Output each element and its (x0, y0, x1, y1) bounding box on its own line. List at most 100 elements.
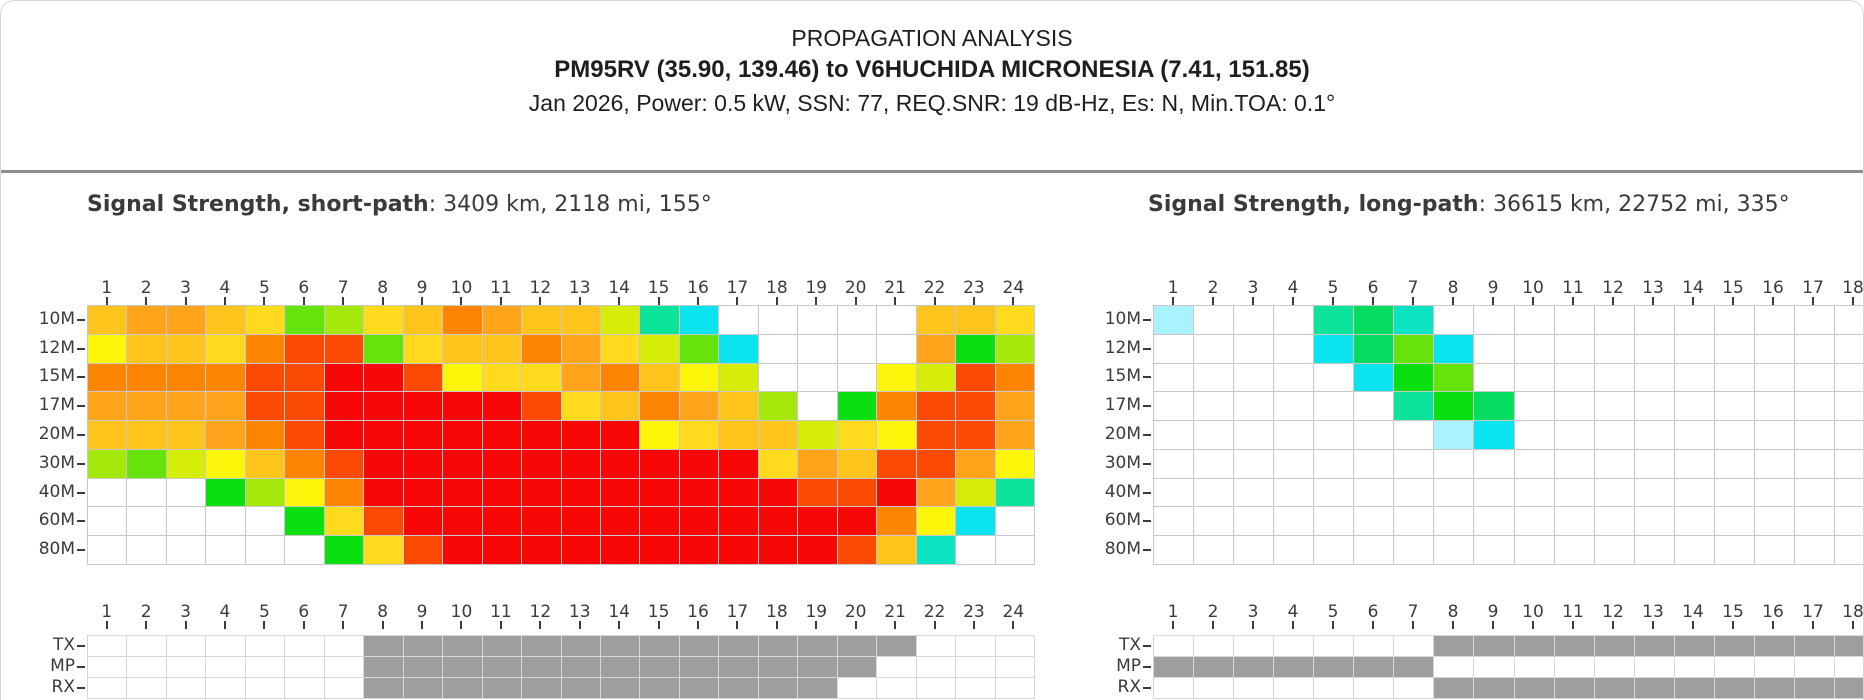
hour-tick (815, 621, 818, 629)
daynight-cell (877, 678, 916, 698)
daynight-cell (1274, 636, 1314, 656)
hour-tick (184, 297, 187, 305)
hour-label: 17 (1802, 278, 1824, 298)
heatmap-cell (285, 306, 324, 334)
hour-tick (1572, 297, 1574, 305)
daynight-cell (679, 657, 719, 677)
daynight-grid (1153, 635, 1863, 699)
daynight-cell (1154, 657, 1194, 677)
heatmap-cell (88, 306, 127, 334)
heatmap-cell (324, 363, 364, 392)
heatmap-cell (995, 536, 1035, 564)
daynight-row-label: TX (52, 635, 75, 655)
heatmap-cell (1634, 421, 1674, 449)
daynight-cell (640, 678, 679, 698)
heatmap-cell (245, 449, 285, 478)
heatmap-cell (206, 421, 245, 449)
band-tick (77, 520, 85, 523)
heatmap-cell (1594, 306, 1634, 334)
hour-label: 18 (766, 278, 788, 298)
heatmap-cell (798, 449, 837, 478)
daynight-cell (1474, 657, 1514, 677)
daynight-row-tick (1143, 666, 1151, 668)
daynight-cell (719, 657, 758, 677)
daynight-cell (364, 636, 403, 656)
heatmap-cell (1554, 334, 1594, 363)
daynight-cell (1194, 657, 1234, 677)
heatmap-cell (1834, 507, 1863, 536)
daynight-cell (166, 636, 206, 656)
heatmap-cell (1714, 306, 1754, 334)
heatmap-cell (719, 306, 758, 334)
heatmap-cell (1514, 478, 1554, 507)
heatmap-cell (285, 392, 324, 421)
daynight-cell (1674, 678, 1714, 698)
heatmap-cell (1514, 449, 1554, 478)
heatmap-cell (1234, 478, 1274, 507)
heatmap-cell (1194, 334, 1234, 363)
heatmap-cell (601, 363, 640, 392)
hour-tick (1292, 297, 1294, 305)
heatmap-cell (561, 536, 600, 564)
heatmap-cell (758, 392, 798, 421)
daynight-cell (88, 678, 127, 698)
heatmap-cell (956, 306, 995, 334)
hour-label: 15 (1722, 602, 1744, 622)
daynight-cell (758, 657, 798, 677)
hour-tick (1172, 621, 1174, 629)
heatmap-cell (1154, 421, 1194, 449)
daynight-cell (1154, 678, 1194, 698)
heatmap-cell (1754, 449, 1794, 478)
band-tick (77, 462, 85, 465)
daynight-cell (1514, 678, 1554, 698)
heatmap-cell (1314, 449, 1354, 478)
heatmap-cell (561, 421, 600, 449)
hour-label: 8 (1447, 278, 1459, 298)
heatmap-cell (640, 449, 679, 478)
heatmap-cell (1354, 421, 1394, 449)
daynight-cell (601, 636, 640, 656)
heatmap-cell (206, 334, 245, 363)
heatmap-cell (403, 363, 443, 392)
heatmap-cell (1434, 421, 1474, 449)
heatmap-cell (364, 478, 403, 507)
heatmap-cell (1754, 507, 1794, 536)
daynight-row-label: MP (1116, 656, 1141, 676)
heatmap-cell (364, 421, 403, 449)
daynight-cell (956, 657, 995, 677)
heatmap-cell (1394, 478, 1434, 507)
heatmap-cell (1434, 306, 1474, 334)
daynight-cell (245, 657, 285, 677)
heatmap-cell (1794, 306, 1834, 334)
hour-label: 12 (1602, 602, 1624, 622)
heatmap-cell (561, 392, 600, 421)
hour-label: 13 (568, 278, 591, 298)
hour-label: 12 (1602, 278, 1624, 298)
daynight-cell (1354, 678, 1394, 698)
hour-label: 14 (1682, 602, 1704, 622)
daynight-cell (956, 678, 995, 698)
hour-label: 8 (377, 602, 389, 622)
heatmap-cell (1754, 478, 1794, 507)
heatmap-cell (1354, 449, 1394, 478)
hour-tick (1572, 621, 1574, 629)
hour-tick (1652, 621, 1654, 629)
heatmap-cell (1754, 421, 1794, 449)
hour-label: 11 (1562, 602, 1584, 622)
daynight-cell (837, 678, 877, 698)
hour-label: 6 (298, 278, 310, 298)
daynight-cell (1394, 657, 1434, 677)
heatmap-cell (1714, 392, 1754, 421)
heatmap-cell (1754, 392, 1794, 421)
band-tick (77, 405, 85, 408)
heatmap-cell (127, 421, 166, 449)
heatmap-cell (1274, 478, 1314, 507)
heatmap-cell (995, 507, 1035, 536)
heatmap-cell (1594, 421, 1634, 449)
heatmap-cell (1154, 449, 1194, 478)
daynight-cell (758, 636, 798, 656)
hour-tick (145, 621, 148, 629)
heatmap-cell (324, 421, 364, 449)
heatmap-cell (127, 334, 166, 363)
